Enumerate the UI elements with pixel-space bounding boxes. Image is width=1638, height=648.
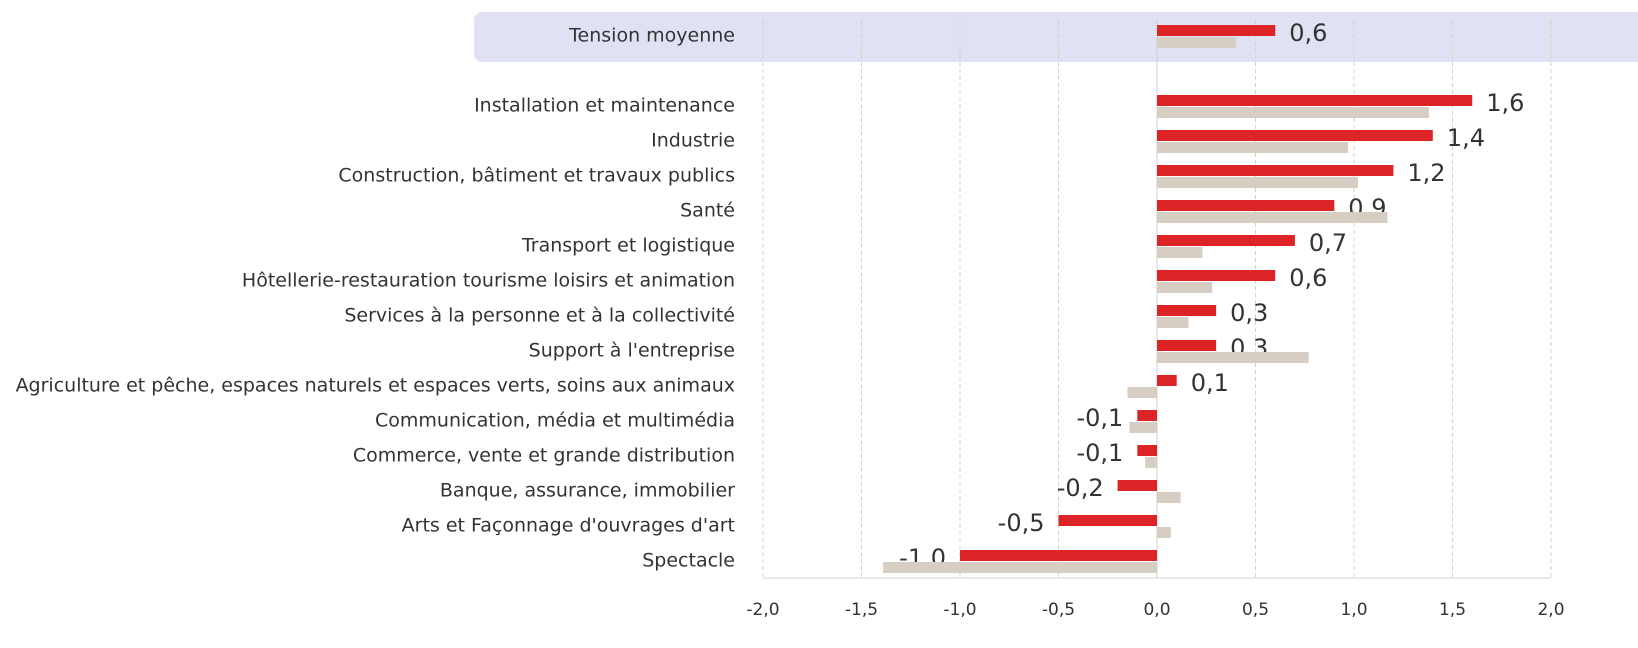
bar [1157, 317, 1189, 328]
x-tick-label: -2,0 [746, 600, 779, 620]
bar [1137, 410, 1157, 421]
value-label: 1,4 [1447, 124, 1485, 152]
bar [1157, 200, 1335, 211]
category-label: Industrie [651, 130, 735, 152]
category-label: Santé [680, 200, 735, 222]
bar [1157, 375, 1177, 386]
category-label: Support à l'entreprise [529, 340, 735, 362]
bar [1157, 130, 1433, 141]
bar [1117, 480, 1157, 491]
bar [1157, 142, 1349, 153]
bar [1129, 422, 1157, 433]
bar [1058, 515, 1157, 526]
bar [1157, 527, 1171, 538]
value-label: 0,1 [1191, 369, 1229, 397]
bar [1157, 340, 1217, 351]
category-label: Communication, média et multimédia [375, 410, 735, 432]
bar [1157, 37, 1236, 48]
category-label: Installation et maintenance [474, 95, 735, 117]
bar [1145, 457, 1157, 468]
bar [1157, 305, 1217, 316]
bar [1157, 95, 1473, 106]
bar [1157, 107, 1429, 118]
value-label: 0,6 [1289, 264, 1327, 292]
category-label: Construction, bâtiment et travaux public… [338, 165, 735, 187]
value-label: -0,1 [1076, 439, 1123, 467]
value-label: 1,2 [1407, 159, 1445, 187]
x-tick-label: 0,5 [1242, 600, 1269, 620]
bar [1157, 165, 1394, 176]
category-label: Tension moyenne [568, 25, 735, 47]
bar [1157, 492, 1181, 503]
value-label: -0,2 [1057, 474, 1104, 502]
bar [1157, 247, 1203, 258]
bar [1137, 445, 1157, 456]
category-label: Commerce, vente et grande distribution [353, 445, 735, 467]
bar [1127, 387, 1157, 398]
value-label: 0,7 [1309, 229, 1347, 257]
bar [883, 562, 1157, 573]
category-label: Services à la personne et à la collectiv… [344, 305, 735, 327]
value-label: 1,6 [1486, 89, 1524, 117]
bar [960, 550, 1157, 561]
bar [1157, 177, 1358, 188]
x-tick-label: -1,5 [845, 600, 878, 620]
x-tick-label: -1,0 [943, 600, 976, 620]
value-label: 0,6 [1289, 19, 1327, 47]
x-tick-label: 1,0 [1340, 600, 1367, 620]
bar [1157, 352, 1309, 363]
value-label: 0,3 [1230, 299, 1268, 327]
value-label: -0,1 [1076, 404, 1123, 432]
category-label: Spectacle [642, 550, 735, 572]
x-tick-label: 2,0 [1537, 600, 1564, 620]
value-label: -0,5 [998, 509, 1045, 537]
bar [1157, 235, 1295, 246]
category-label: Banque, assurance, immobilier [440, 480, 735, 502]
x-tick-label: -0,5 [1042, 600, 1075, 620]
x-tick-label: 0,0 [1143, 600, 1170, 620]
category-label: Agriculture et pêche, espaces naturels e… [16, 375, 735, 397]
highlight-band [474, 12, 1638, 62]
category-label: Arts et Façonnage d'ouvrages d'art [402, 515, 735, 537]
bar [1157, 282, 1213, 293]
bar [1157, 270, 1276, 281]
bar [1157, 212, 1388, 223]
x-tick-label: 1,5 [1439, 600, 1466, 620]
category-label: Hôtellerie-restauration tourisme loisirs… [242, 270, 735, 292]
category-label: Transport et logistique [521, 235, 735, 257]
bar [1157, 25, 1276, 36]
